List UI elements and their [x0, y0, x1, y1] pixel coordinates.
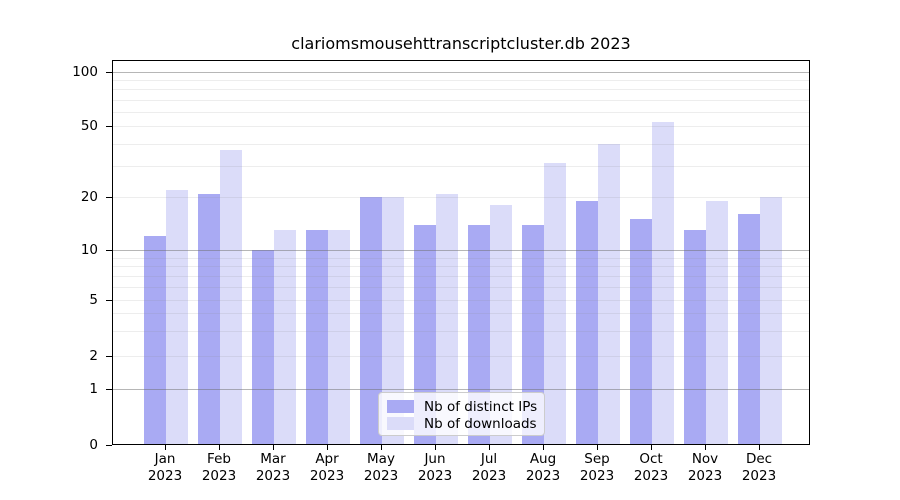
x-tick-label-jul: Jul 2023: [471, 451, 507, 484]
y-tick-2: [106, 356, 112, 357]
y-tick-label-20: 20: [80, 189, 98, 206]
bar-nb-of-downloads-jul: [490, 205, 512, 444]
minor-gridline-8: [113, 266, 809, 268]
y-tick-label-50: 50: [80, 118, 98, 135]
x-tick-label-may: May 2023: [363, 451, 399, 484]
bar-nb-of-distinct-ips-oct: [630, 219, 652, 444]
x-tick-jun: [435, 445, 436, 450]
x-tick-label-oct: Oct 2023: [633, 451, 669, 484]
y-tick-label-0: 0: [89, 436, 98, 453]
minor-gridline-4: [113, 313, 809, 315]
x-tick-label-jun: Jun 2023: [417, 451, 453, 484]
x-tick-label-apr: Apr 2023: [309, 451, 345, 484]
bar-nb-of-distinct-ips-apr: [306, 230, 328, 444]
minor-gridline-40: [113, 143, 809, 145]
x-tick-apr: [327, 445, 328, 450]
y-tick-label-2: 2: [89, 348, 98, 364]
minor-gridline-5: [113, 299, 809, 301]
bar-nb-of-distinct-ips-sep: [576, 201, 598, 444]
x-tick-mar: [273, 445, 274, 450]
x-tick-nov: [705, 445, 706, 450]
plot-area: [112, 60, 810, 445]
bar-nb-of-downloads-oct: [652, 121, 674, 444]
bar-nb-of-downloads-apr: [328, 230, 350, 444]
minor-gridline-80: [113, 89, 809, 91]
y-tick-label-5: 5: [89, 291, 98, 308]
bar-nb-of-distinct-ips-dec: [738, 214, 760, 444]
bar-nb-of-distinct-ips-feb: [198, 193, 220, 444]
x-tick-label-dec: Dec 2023: [741, 451, 777, 484]
minor-gridline-90: [113, 79, 809, 81]
y-tick-label-1: 1: [89, 380, 98, 397]
bar-nb-of-downloads-aug: [544, 163, 566, 444]
bar-nb-of-downloads-mar: [274, 230, 296, 444]
bar-nb-of-downloads-feb: [220, 149, 242, 444]
legend-swatch-downloads: [387, 417, 414, 430]
y-tick-10: [106, 250, 112, 252]
major-gridline-100: [113, 71, 809, 73]
bar-nb-of-downloads-nov: [706, 201, 728, 444]
bar-nb-of-downloads-dec: [760, 197, 782, 444]
minor-gridline-6: [113, 286, 809, 288]
bar-nb-of-distinct-ips-jan: [144, 236, 166, 444]
x-tick-jul: [489, 445, 490, 450]
y-tick-1: [106, 388, 112, 390]
major-gridline-1: [113, 388, 809, 390]
x-tick-label-sep: Sep 2023: [579, 451, 615, 484]
y-tick-20: [106, 197, 112, 199]
x-tick-sep: [597, 445, 598, 450]
x-tick-dec: [759, 445, 760, 450]
y-tick-50: [106, 126, 112, 128]
minor-gridline-3: [113, 330, 809, 332]
x-tick-label-aug: Aug 2023: [525, 451, 561, 484]
legend-swatch-distinct-ips: [387, 400, 414, 413]
minor-gridline-30: [113, 165, 809, 167]
bar-nb-of-downloads-sep: [598, 143, 620, 444]
legend-label-downloads: Nb of downloads: [424, 415, 537, 432]
x-tick-label-mar: Mar 2023: [255, 451, 291, 484]
bar-nb-of-distinct-ips-mar: [252, 250, 274, 444]
chart-title: clariomsmousehttranscriptcluster.db 2023: [291, 34, 631, 53]
x-tick-label-feb: Feb 2023: [201, 451, 237, 484]
y-tick-0: [106, 444, 112, 446]
legend-label-distinct-ips: Nb of distinct IPs: [424, 398, 538, 415]
x-tick-oct: [651, 445, 652, 450]
minor-gridline-70: [113, 99, 809, 101]
legend-item-downloads: Nb of downloads: [387, 415, 544, 432]
minor-gridline-2: [113, 356, 809, 357]
x-tick-may: [381, 445, 382, 450]
minor-gridline-60: [113, 111, 809, 113]
minor-gridline-9: [113, 257, 809, 259]
x-tick-label-nov: Nov 2023: [687, 451, 723, 484]
bar-nb-of-distinct-ips-nov: [684, 230, 706, 444]
legend-item-distinct-ips: Nb of distinct IPs: [387, 398, 544, 415]
y-tick-5: [106, 299, 112, 301]
bar-nb-of-distinct-ips-may: [360, 197, 382, 444]
minor-gridline-7: [113, 275, 809, 277]
bar-nb-of-downloads-jun: [436, 193, 458, 444]
x-tick-jan: [165, 445, 166, 450]
bar-nb-of-downloads-jan: [166, 189, 188, 444]
x-tick-aug: [543, 445, 544, 450]
y-tick-label-10: 10: [80, 242, 98, 259]
x-tick-feb: [219, 445, 220, 450]
major-gridline-10: [113, 250, 809, 252]
y-tick-100: [106, 71, 112, 73]
bar-nb-of-downloads-may: [382, 197, 404, 444]
y-tick-label-100: 100: [72, 63, 98, 80]
legend: Nb of distinct IPs Nb of downloads: [378, 392, 545, 436]
minor-gridline-20: [113, 197, 809, 199]
minor-gridline-50: [113, 126, 809, 128]
x-tick-label-jan: Jan 2023: [147, 451, 183, 484]
